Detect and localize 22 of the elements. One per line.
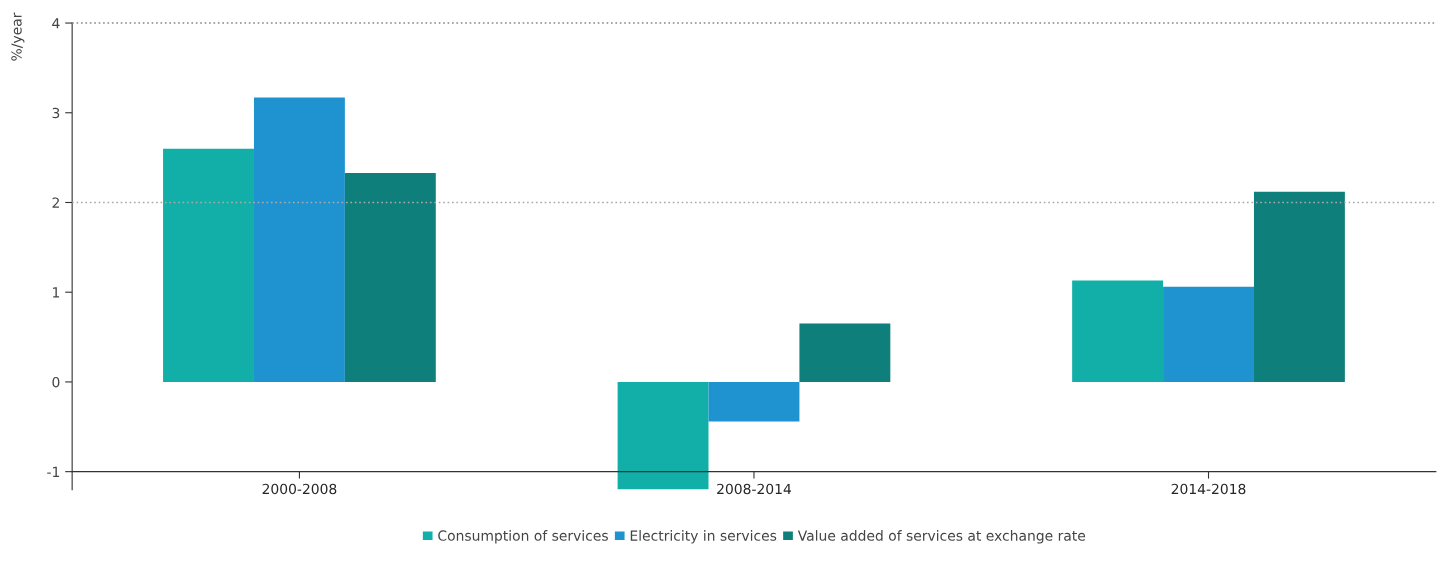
y-axis-title: %/year	[11, 12, 25, 61]
y-tick-label: 1	[53, 287, 60, 298]
bar	[1072, 280, 1164, 382]
bar	[253, 97, 345, 382]
bar	[163, 148, 254, 382]
y-tick-label: -1	[47, 466, 60, 477]
bar	[344, 172, 436, 382]
bar	[708, 381, 800, 422]
legend-label: Electricity in services	[630, 530, 777, 544]
bar	[617, 381, 709, 490]
x-tick-label: 2014-2018	[1171, 483, 1246, 495]
y-tick-label: 3	[52, 107, 60, 119]
x-tick-label: 2000-2008	[262, 483, 337, 495]
y-tick-label: 2	[52, 197, 59, 208]
bar	[1163, 286, 1254, 382]
bar	[1253, 191, 1345, 382]
legend-label: Consumption of services	[438, 530, 608, 544]
y-tick-label: 0	[52, 376, 60, 388]
legend-label: Value added of services at exchange rate	[797, 530, 1086, 544]
y-tick-label: 4	[52, 18, 60, 29]
x-tick-label: 2008-2014	[717, 483, 792, 495]
bar	[799, 323, 891, 382]
